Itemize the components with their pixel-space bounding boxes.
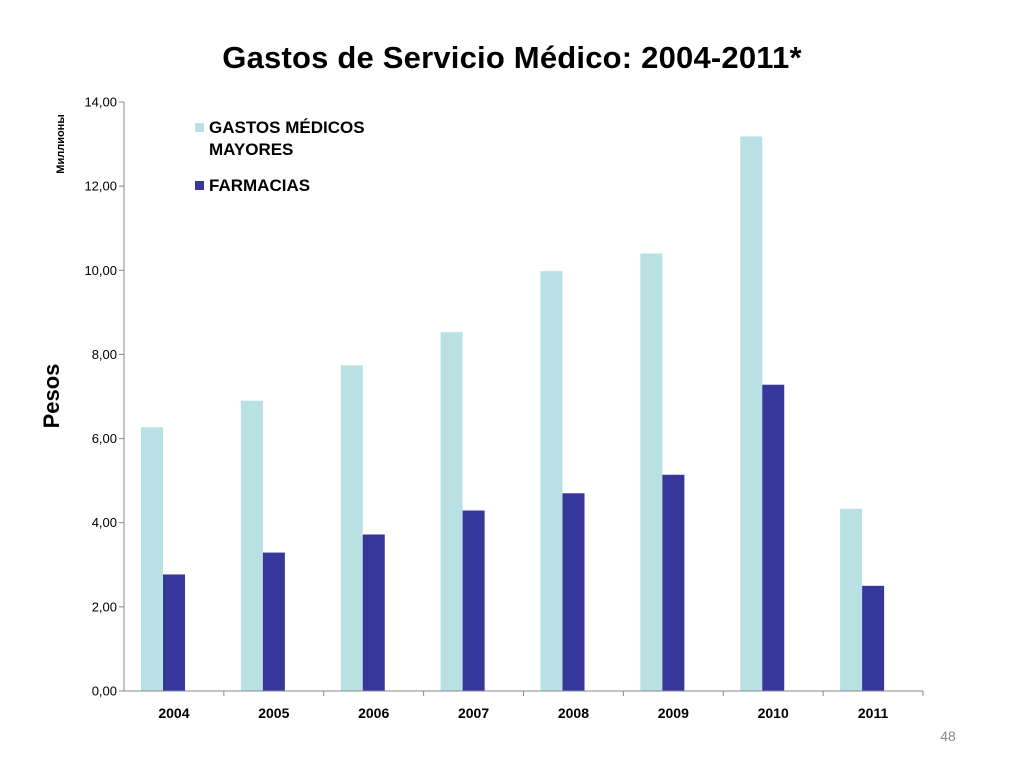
legend-label: MAYORES (209, 140, 293, 159)
y-axis-label: Pesos (39, 364, 64, 429)
bar-gastos-medicos-mayores-2005 (240, 400, 263, 691)
y-tick-label: 0,00 (92, 684, 117, 699)
bar-gastos-medicos-mayores-2007 (440, 332, 463, 691)
y-tick-label: 6,00 (92, 431, 117, 446)
y-tick-label: 14,00 (84, 95, 117, 110)
bar-gastos-medicos-mayores-2004 (141, 427, 163, 691)
y-axis-units-label: Миллионы (55, 114, 67, 173)
legend: GASTOS MÉDICOS MAYORES FARMACIAS (195, 118, 365, 195)
y-tick-label: 10,00 (84, 263, 117, 278)
bar-gastos-medicos-mayores-2010 (740, 136, 763, 692)
y-tick-label: 12,00 (84, 179, 117, 194)
x-tick-label: 2009 (658, 705, 689, 721)
chart-title: Gastos de Servicio Médico: 2004-2011* (222, 40, 802, 75)
legend-label: FARMACIAS (209, 176, 310, 195)
legend-swatch (195, 181, 204, 190)
bar-farmacias-2010 (762, 384, 785, 691)
y-tick-label: 8,00 (92, 347, 117, 362)
x-tick-label: 2005 (258, 705, 289, 721)
y-axis-ticks: 0,00 2,00 4,00 6,00 8,00 10,00 12,00 14,00 (84, 95, 124, 699)
x-tick-label: 2004 (158, 705, 189, 721)
x-tick-label: 2008 (558, 705, 589, 721)
x-tick-label: 2010 (758, 705, 789, 721)
x-tick-label: 2011 (858, 705, 889, 721)
bar-farmacias-2007 (462, 510, 485, 691)
axes (123, 102, 923, 692)
x-tick-label: 2007 (458, 705, 489, 721)
legend-item-gastos-medicos-mayores: GASTOS MÉDICOS MAYORES (195, 118, 365, 159)
bar-farmacias-2004 (163, 574, 185, 691)
legend-item-farmacias: FARMACIAS (195, 176, 310, 195)
bar-gastos-medicos-mayores-2009 (640, 253, 663, 691)
legend-label: GASTOS MÉDICOS (209, 118, 365, 137)
bar-gastos-medicos-mayores-2008 (540, 271, 563, 691)
bar-farmacias-2006 (362, 534, 385, 691)
x-tick-label: 2006 (358, 705, 389, 721)
bar-gastos-medicos-mayores-2011 (840, 508, 863, 691)
page-number: 48 (940, 728, 956, 744)
bars (141, 136, 885, 692)
bar-farmacias-2005 (262, 552, 285, 691)
bar-farmacias-2008 (562, 493, 585, 691)
bar-farmacias-2009 (662, 474, 685, 691)
x-axis-ticks: 2004 2005 2006 2007 2008 2009 2010 2011 (158, 691, 924, 721)
y-tick-label: 2,00 (92, 599, 117, 614)
y-tick-label: 4,00 (92, 515, 117, 530)
legend-swatch (195, 123, 204, 132)
bar-farmacias-2011 (862, 585, 885, 691)
bar-gastos-medicos-mayores-2006 (340, 365, 363, 691)
